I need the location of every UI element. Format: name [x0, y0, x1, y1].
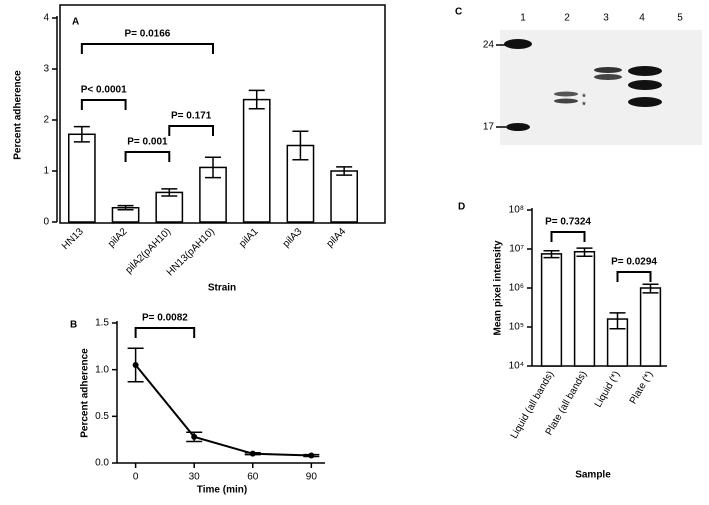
x-axis-label: Strain — [208, 283, 236, 294]
panel-label: C — [455, 7, 462, 18]
significance-label: P< 0.0001 — [81, 85, 127, 96]
y-tick-label: 1 — [43, 166, 49, 177]
y-tick-label: 10⁶ — [509, 283, 524, 294]
panel-label: D — [458, 202, 465, 213]
significance-bracket — [80, 99, 127, 110]
significance-bracket — [124, 151, 171, 162]
y-tick-label: 10⁸ — [509, 205, 524, 216]
error-bar — [576, 247, 593, 258]
x-tick-label: pilA2 — [106, 226, 130, 250]
lane-label: 3 — [603, 13, 609, 24]
significance-label: P= 0.7324 — [545, 217, 591, 228]
bar — [67, 133, 96, 223]
error-bar — [642, 283, 659, 294]
significance-bracket — [616, 271, 652, 282]
blot-image: * * — [500, 30, 702, 145]
x-tick-label: Liquid (*) — [593, 369, 623, 409]
panel-label: B — [70, 320, 77, 331]
error-bar — [205, 156, 221, 179]
y-axis-label: Mean pixel intensity — [493, 240, 504, 335]
x-tick-label: pilA1 — [237, 226, 261, 250]
significance-label: P= 0.001 — [127, 137, 168, 148]
y-axis-label: Percent adherence — [13, 70, 24, 160]
bar — [573, 251, 596, 367]
marker-label: 17 — [483, 122, 495, 133]
error-bar — [248, 89, 265, 110]
plot-frame — [59, 4, 386, 224]
x-tick-label: Plate (*) — [628, 369, 656, 406]
y-axis-label: Percent adherence — [80, 348, 91, 438]
x-tick-label: 30 — [189, 472, 201, 483]
y-tick-label: 1.5 — [95, 318, 109, 329]
y-tick-label: 10⁵ — [509, 322, 524, 333]
significance-label: P= 0.0082 — [142, 313, 188, 324]
x-tick-label: pilA3 — [281, 226, 305, 250]
error-bar — [609, 312, 626, 330]
significance-label: P= 0.0294 — [611, 257, 657, 268]
error-bar — [161, 188, 178, 197]
y-tick-label: 2 — [43, 115, 49, 126]
marker-label: 24 — [483, 40, 495, 51]
lane-label: 4 — [639, 13, 645, 24]
y-tick-label: 1.0 — [95, 364, 109, 375]
lane-label: 2 — [564, 13, 570, 24]
error-bar — [336, 166, 353, 176]
y-tick-label: 0.0 — [95, 458, 109, 469]
x-tick-label: HN13 — [60, 226, 86, 252]
x-tick-label: 90 — [306, 472, 318, 483]
significance-label: P= 0.171 — [171, 111, 212, 122]
bar — [330, 170, 359, 223]
data-point — [191, 433, 198, 440]
y-tick-label: 0.5 — [95, 411, 109, 422]
x-axis-label: Sample — [575, 470, 611, 481]
asterisk: * — [582, 101, 586, 112]
data-line — [134, 364, 312, 457]
error-bar — [292, 130, 309, 161]
y-tick-label: 4 — [43, 13, 49, 24]
significance-bracket — [550, 231, 586, 242]
y-tick-label: 10⁷ — [509, 244, 524, 255]
lane-label: 5 — [677, 13, 683, 24]
data-point — [249, 450, 256, 457]
significance-label: P= 0.0166 — [124, 29, 170, 40]
error-bar — [73, 125, 90, 143]
significance-bracket — [80, 43, 214, 54]
bar — [155, 191, 184, 223]
lane-label: 1 — [520, 13, 526, 24]
data-point — [132, 362, 139, 368]
significance-bracket — [168, 125, 214, 136]
x-tick-label: 60 — [247, 472, 259, 483]
x-tick-label: 0 — [133, 472, 139, 483]
error-bar — [117, 204, 134, 211]
bar — [639, 287, 662, 367]
bar — [242, 98, 271, 223]
significance-bracket — [134, 327, 196, 338]
x-tick-label: pilA4 — [325, 226, 349, 250]
y-tick-label: 0 — [43, 217, 49, 228]
panel-label: A — [72, 17, 79, 28]
bar — [540, 253, 563, 367]
data-point — [308, 452, 315, 459]
y-tick-label: 3 — [43, 64, 49, 75]
x-axis-label: Time (min) — [197, 485, 247, 496]
error-bar — [543, 250, 560, 259]
asterisk: * — [582, 93, 586, 104]
y-tick-label: 10⁴ — [509, 361, 524, 372]
